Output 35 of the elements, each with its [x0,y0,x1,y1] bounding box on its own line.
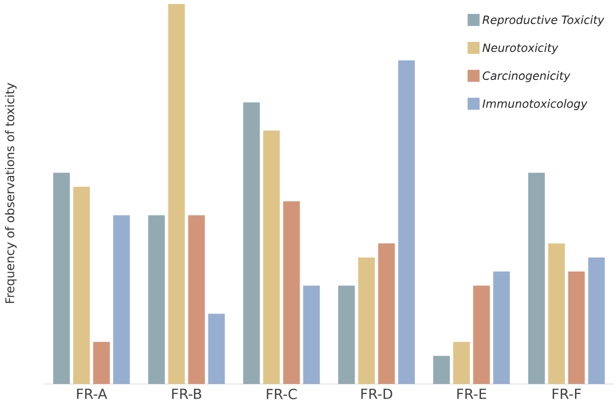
bar [113,215,130,384]
bar [358,257,375,384]
bar [208,314,225,384]
bar [338,285,355,384]
legend-label: Reproductive Toxicity [482,15,604,26]
x-tick-label: FR-F [552,388,581,399]
legend-label: Immunotoxicology [482,98,588,110]
legend-label: Neurotoxicity [482,43,558,54]
bar [168,4,185,384]
bar [493,271,510,384]
bar [378,243,395,384]
x-tick-label: FR-D [361,388,392,399]
bar [148,215,165,384]
bar [433,356,450,384]
bar [473,285,490,384]
x-tick-label: FR-C [266,388,297,400]
bar [398,60,415,384]
bar [243,102,260,384]
bar [588,257,605,384]
x-tick-label: FR-A [77,388,108,399]
y-axis-title: Frequency of observations of toxicity [5,82,17,303]
bar [188,215,205,384]
bar [73,186,90,384]
x-tick-label: FR-E [457,388,486,399]
legend-label: Carcinogenicity [482,71,570,82]
bar [303,285,320,384]
bar [568,271,585,384]
bar [53,172,70,384]
bar [453,342,470,384]
bar [93,342,110,384]
bar [548,243,565,384]
bar [528,172,545,384]
bar [263,130,280,384]
bar [283,201,300,384]
x-tick-label: FR-B [172,388,202,399]
